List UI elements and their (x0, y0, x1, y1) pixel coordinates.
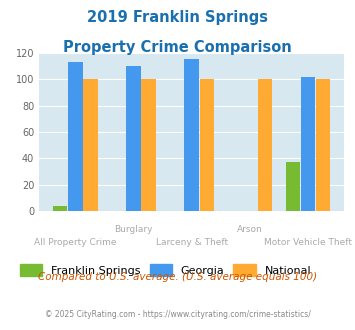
Text: All Property Crime: All Property Crime (34, 238, 116, 247)
Bar (258, 79, 272, 211)
Bar (200, 79, 214, 211)
Bar (53, 206, 67, 211)
Bar (316, 79, 331, 211)
Text: 2019 Franklin Springs: 2019 Franklin Springs (87, 10, 268, 25)
Bar (83, 79, 98, 211)
Text: Larceny & Theft: Larceny & Theft (155, 238, 228, 247)
Bar (301, 77, 315, 211)
Text: © 2025 CityRating.com - https://www.cityrating.com/crime-statistics/: © 2025 CityRating.com - https://www.city… (45, 310, 310, 319)
Bar (141, 79, 156, 211)
Text: Compared to U.S. average. (U.S. average equals 100): Compared to U.S. average. (U.S. average … (38, 272, 317, 282)
Bar (126, 66, 141, 211)
Bar (68, 62, 83, 211)
Legend: Franklin Springs, Georgia, National: Franklin Springs, Georgia, National (20, 264, 311, 276)
Text: Property Crime Comparison: Property Crime Comparison (63, 40, 292, 54)
Text: Burglary: Burglary (114, 225, 153, 234)
Text: Arson: Arson (237, 225, 263, 234)
Text: Motor Vehicle Theft: Motor Vehicle Theft (264, 238, 352, 247)
Bar (286, 162, 300, 211)
Bar (185, 59, 199, 211)
